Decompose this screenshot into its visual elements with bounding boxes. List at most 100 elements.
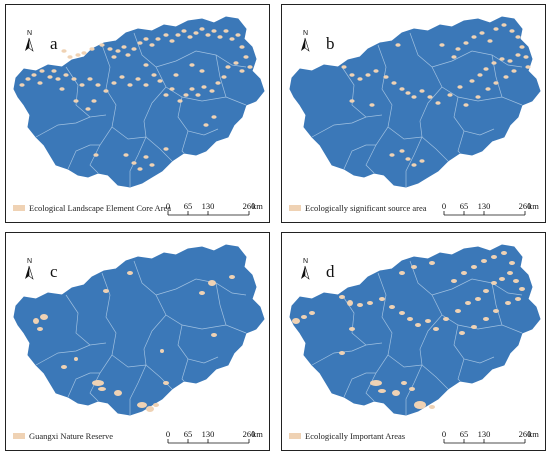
map-svg: N a Ecological Landscape Element Core Ar…	[13, 16, 265, 216]
highlight-patch	[427, 95, 433, 99]
highlight-patch	[125, 53, 131, 57]
highlight-patch	[491, 255, 497, 259]
highlight-patch	[501, 251, 507, 255]
highlight-patch	[189, 87, 195, 91]
highlight-patch	[81, 51, 87, 55]
guangxi-region-map	[13, 16, 265, 188]
highlight-patch	[429, 261, 435, 265]
prefecture-boundary	[101, 44, 117, 128]
highlight-patch	[409, 387, 415, 391]
highlight-patch	[411, 163, 417, 167]
highlight-patch	[143, 63, 149, 67]
highlight-patch	[47, 75, 53, 79]
prefecture-boundary	[409, 32, 479, 102]
highlight-patch	[74, 357, 78, 361]
highlight-patch	[379, 297, 385, 301]
highlight-patch	[169, 39, 175, 43]
scale-tick-label: 0	[166, 201, 170, 211]
highlight-patch	[399, 271, 405, 275]
map-svg: N b Ecologically significant source area…	[289, 16, 541, 216]
north-arrow-icon: N	[301, 258, 310, 280]
highlight-patch	[405, 157, 411, 161]
legend-swatch	[13, 433, 25, 439]
highlight-patch	[491, 281, 497, 285]
highlight-patch	[175, 33, 181, 37]
prefecture-boundary	[377, 44, 393, 128]
scale-tick-label: 65	[460, 201, 469, 211]
highlight-patch	[177, 99, 183, 103]
highlight-patch	[463, 103, 469, 107]
highlight-patch	[471, 265, 477, 269]
highlight-patch	[131, 47, 137, 51]
legend-swatch	[13, 205, 25, 211]
highlight-areas	[33, 271, 235, 412]
prefecture-boundary	[129, 364, 147, 415]
highlight-patch	[40, 314, 48, 320]
highlight-patch	[369, 103, 375, 107]
highlight-patch	[131, 161, 137, 165]
highlight-patch	[389, 153, 395, 157]
highlight-patch	[119, 75, 125, 79]
highlight-patch	[181, 29, 187, 33]
highlight-patch	[89, 47, 95, 51]
highlight-patch	[469, 79, 475, 83]
highlight-patch	[465, 301, 471, 305]
highlight-patch	[173, 73, 179, 77]
north-arrow-icon: N	[25, 258, 34, 280]
north-arrow-icon: N	[301, 30, 310, 52]
panel-letter: c	[50, 262, 58, 281]
highlight-patch	[143, 155, 149, 159]
highlight-patch	[395, 43, 401, 47]
scale-tick-label: 130	[478, 201, 491, 211]
highlight-patch	[61, 49, 67, 53]
prefecture-boundary	[133, 260, 203, 330]
prefecture-boundary	[67, 372, 100, 398]
svg-text:N: N	[27, 258, 32, 265]
highlight-patch	[149, 163, 155, 167]
highlight-patch	[483, 289, 489, 293]
highlight-patch	[55, 77, 61, 81]
scale-unit: km	[252, 201, 263, 211]
scale-tick-label: 130	[478, 429, 491, 439]
highlight-patch	[435, 101, 441, 105]
highlight-patch	[503, 75, 509, 79]
highlight-patch	[370, 380, 382, 386]
highlight-patch	[199, 27, 205, 31]
prefecture-boundary	[143, 314, 167, 366]
highlight-patch	[199, 69, 205, 73]
highlight-patch	[95, 83, 101, 87]
highlight-patch	[389, 305, 395, 309]
highlight-patch	[414, 401, 426, 409]
highlight-patch	[93, 153, 99, 157]
highlight-patch	[401, 381, 407, 385]
map-panel-a: N a Ecological Landscape Element Core Ar…	[5, 4, 270, 223]
highlight-patch	[87, 77, 93, 81]
scale-tick-label: 0	[166, 429, 170, 439]
highlight-patch	[199, 291, 205, 295]
svg-text:N: N	[303, 30, 308, 37]
highlight-patch	[519, 287, 525, 291]
highlight-patch	[407, 317, 413, 321]
highlight-patch	[73, 99, 79, 103]
highlight-areas	[292, 251, 525, 409]
prefecture-boundary	[491, 282, 503, 326]
prefecture-boundary	[419, 314, 443, 366]
highlight-patch	[367, 301, 373, 305]
highlight-patch	[399, 149, 405, 153]
highlight-patch	[347, 300, 353, 306]
svg-text:N: N	[303, 258, 308, 265]
highlight-patch	[143, 83, 149, 87]
highlight-patch	[507, 59, 513, 63]
highlight-patch	[515, 297, 521, 301]
prefecture-boundary	[365, 126, 389, 174]
highlight-patch	[243, 55, 249, 59]
highlight-patch	[71, 77, 77, 81]
prefecture-boundary	[67, 144, 100, 170]
highlight-patch	[447, 93, 453, 97]
highlight-patch	[509, 29, 515, 33]
highlight-patch	[399, 311, 405, 315]
highlight-patch	[365, 73, 371, 77]
prefecture-boundary	[341, 66, 383, 118]
